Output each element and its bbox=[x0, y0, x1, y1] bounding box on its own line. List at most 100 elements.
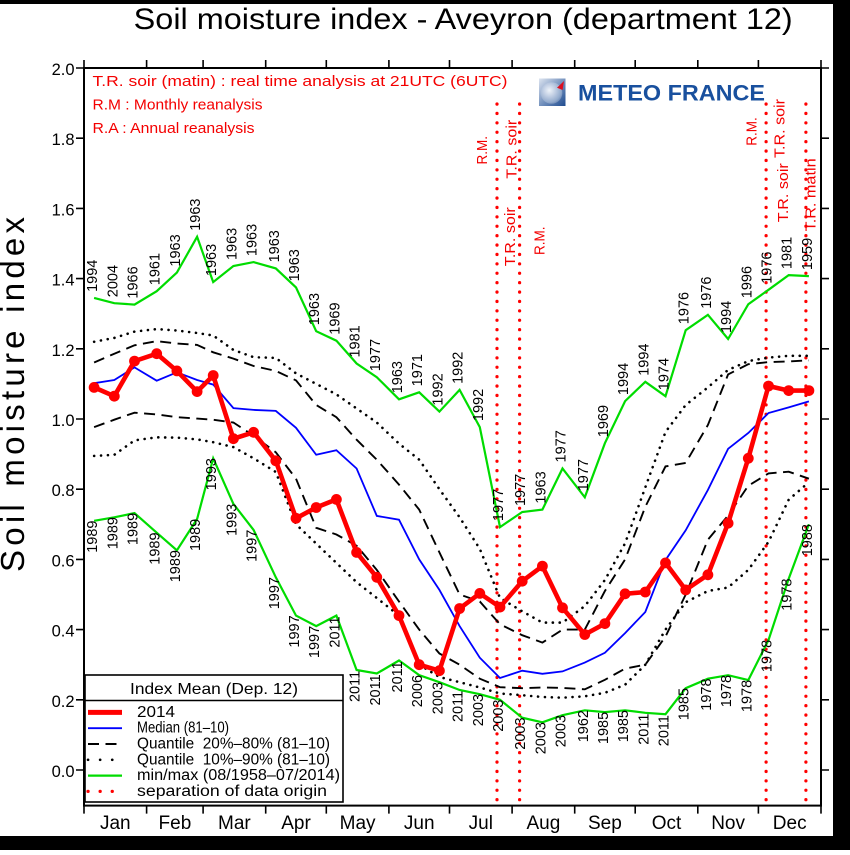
svg-text:1997: 1997 bbox=[287, 615, 303, 647]
svg-text:Dec: Dec bbox=[773, 813, 807, 834]
svg-text:1994: 1994 bbox=[636, 344, 652, 376]
svg-text:1962: 1962 bbox=[576, 710, 592, 742]
svg-text:R.M.: R.M. bbox=[532, 227, 549, 256]
svg-text:1985: 1985 bbox=[596, 712, 612, 744]
svg-text:Sep: Sep bbox=[588, 813, 622, 834]
svg-text:1989: 1989 bbox=[85, 521, 101, 553]
svg-text:1994: 1994 bbox=[616, 363, 632, 395]
svg-text:2011: 2011 bbox=[390, 661, 406, 692]
svg-text:0.6: 0.6 bbox=[52, 552, 75, 570]
svg-text:2003: 2003 bbox=[554, 715, 570, 747]
svg-text:1994: 1994 bbox=[719, 301, 735, 333]
svg-text:1989: 1989 bbox=[105, 517, 121, 549]
svg-text:Quantile 10%–90% (81–10): Quantile 10%–90% (81–10) bbox=[137, 751, 330, 768]
svg-text:1963: 1963 bbox=[224, 228, 240, 260]
svg-text:2011: 2011 bbox=[327, 616, 343, 647]
svg-text:1.4: 1.4 bbox=[52, 272, 75, 290]
svg-text:1963: 1963 bbox=[390, 361, 406, 393]
svg-text:2011: 2011 bbox=[636, 714, 652, 745]
svg-text:1985: 1985 bbox=[616, 710, 632, 742]
svg-text:Nov: Nov bbox=[711, 813, 745, 834]
svg-text:1978: 1978 bbox=[699, 678, 715, 710]
svg-text:1977: 1977 bbox=[554, 430, 570, 462]
svg-text:0.4: 0.4 bbox=[52, 623, 75, 641]
svg-text:2.0: 2.0 bbox=[52, 61, 75, 79]
svg-text:R.M : Monthly reanalysis: R.M : Monthly reanalysis bbox=[93, 97, 263, 114]
svg-text:1978: 1978 bbox=[719, 675, 735, 707]
svg-text:1977: 1977 bbox=[368, 339, 384, 371]
svg-text:1977: 1977 bbox=[513, 474, 529, 506]
svg-text:0.8: 0.8 bbox=[52, 482, 75, 500]
svg-text:METEO FRANCE: METEO FRANCE bbox=[578, 81, 765, 106]
svg-text:T.R. soir: T.R. soir bbox=[504, 120, 521, 179]
svg-text:1978: 1978 bbox=[739, 680, 755, 712]
svg-text:T.R. soir: T.R. soir bbox=[772, 99, 789, 158]
svg-text:T.R. soir: T.R. soir bbox=[502, 207, 519, 266]
svg-text:separation of data origin: separation of data origin bbox=[137, 783, 327, 800]
svg-text:1976: 1976 bbox=[677, 292, 693, 324]
svg-text:2003: 2003 bbox=[533, 722, 549, 754]
svg-text:1963: 1963 bbox=[204, 244, 220, 276]
svg-text:2011: 2011 bbox=[348, 671, 364, 702]
svg-text:1988: 1988 bbox=[800, 524, 816, 556]
svg-text:1977: 1977 bbox=[491, 489, 507, 521]
svg-text:1976: 1976 bbox=[699, 277, 715, 309]
svg-text:1994: 1994 bbox=[85, 260, 101, 292]
svg-text:R.A : Annual reanalysis: R.A : Annual reanalysis bbox=[93, 120, 255, 137]
svg-text:2003: 2003 bbox=[491, 700, 507, 732]
svg-text:1974: 1974 bbox=[657, 358, 673, 390]
svg-text:1.6: 1.6 bbox=[52, 201, 75, 219]
svg-text:1969: 1969 bbox=[596, 405, 612, 437]
svg-text:1992: 1992 bbox=[451, 352, 467, 384]
svg-text:1996: 1996 bbox=[739, 266, 755, 298]
svg-text:1978: 1978 bbox=[760, 640, 776, 672]
svg-text:Quantile 20%–80% (81–10): Quantile 20%–80% (81–10) bbox=[137, 736, 330, 753]
svg-text:2011: 2011 bbox=[368, 674, 384, 705]
svg-text:1981: 1981 bbox=[348, 325, 364, 357]
svg-text:1959: 1959 bbox=[800, 238, 816, 270]
svg-text:1971: 1971 bbox=[410, 354, 426, 386]
svg-text:Median (81–10): Median (81–10) bbox=[137, 720, 229, 737]
svg-text:T.R. soir (matin) : real time: T.R. soir (matin) : real time analysis a… bbox=[93, 73, 508, 90]
svg-text:1963: 1963 bbox=[287, 249, 303, 281]
svg-text:1963: 1963 bbox=[533, 471, 549, 503]
svg-text:1981: 1981 bbox=[780, 237, 796, 269]
svg-text:T.R. matin: T.R. matin bbox=[803, 158, 820, 231]
svg-text:Feb: Feb bbox=[159, 813, 192, 834]
svg-text:1969: 1969 bbox=[327, 302, 343, 334]
svg-text:Aug: Aug bbox=[526, 813, 560, 834]
svg-text:2004: 2004 bbox=[105, 265, 121, 297]
svg-text:Jan: Jan bbox=[100, 813, 131, 834]
svg-text:Soil moisture index: Soil moisture index bbox=[0, 217, 31, 573]
svg-text:1963: 1963 bbox=[307, 293, 323, 325]
svg-text:1.0: 1.0 bbox=[52, 412, 75, 430]
svg-text:1961: 1961 bbox=[148, 253, 164, 285]
svg-text:Apr: Apr bbox=[281, 813, 311, 834]
svg-text:1992: 1992 bbox=[430, 373, 446, 405]
svg-text:1989: 1989 bbox=[126, 513, 142, 545]
svg-text:2014: 2014 bbox=[137, 704, 175, 721]
svg-text:1997: 1997 bbox=[267, 577, 283, 609]
svg-text:2003: 2003 bbox=[513, 717, 529, 749]
svg-text:1963: 1963 bbox=[245, 224, 261, 256]
svg-text:1993: 1993 bbox=[204, 458, 220, 490]
svg-text:0.0: 0.0 bbox=[52, 763, 75, 781]
svg-text:Soil moisture index - Aveyron: Soil moisture index - Aveyron (departmen… bbox=[134, 3, 793, 36]
svg-text:1977: 1977 bbox=[576, 459, 592, 491]
svg-text:1997: 1997 bbox=[307, 626, 323, 658]
svg-text:2006: 2006 bbox=[410, 675, 426, 707]
svg-text:min/max (08/1958–07/2014): min/max (08/1958–07/2014) bbox=[137, 767, 340, 784]
svg-text:0.2: 0.2 bbox=[52, 693, 75, 711]
svg-text:Jun: Jun bbox=[404, 813, 435, 834]
svg-text:1963: 1963 bbox=[267, 230, 283, 262]
svg-text:1992: 1992 bbox=[471, 389, 487, 421]
svg-text:1989: 1989 bbox=[188, 519, 204, 551]
svg-text:2003: 2003 bbox=[471, 694, 487, 726]
svg-text:2011: 2011 bbox=[657, 715, 673, 746]
svg-text:Oct: Oct bbox=[652, 813, 682, 834]
svg-text:May: May bbox=[340, 813, 376, 834]
svg-text:1963: 1963 bbox=[188, 199, 204, 231]
svg-text:R.M.: R.M. bbox=[474, 136, 491, 165]
svg-text:1997: 1997 bbox=[245, 530, 261, 562]
svg-text:Mar: Mar bbox=[218, 813, 251, 834]
